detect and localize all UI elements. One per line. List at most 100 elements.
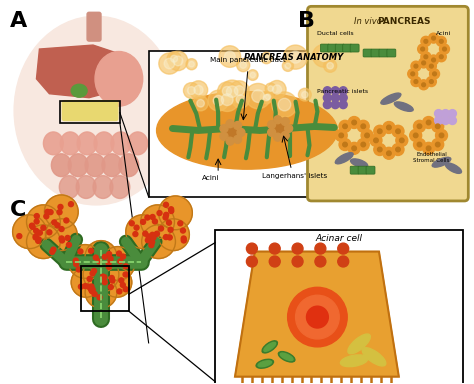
- Circle shape: [133, 232, 138, 237]
- Ellipse shape: [94, 132, 114, 155]
- Circle shape: [377, 129, 382, 134]
- Circle shape: [164, 212, 169, 217]
- Circle shape: [71, 267, 101, 297]
- Circle shape: [44, 214, 49, 219]
- Circle shape: [110, 278, 115, 283]
- Circle shape: [109, 275, 114, 280]
- Circle shape: [432, 120, 444, 132]
- Circle shape: [142, 225, 175, 258]
- Circle shape: [260, 91, 273, 104]
- Circle shape: [432, 36, 436, 40]
- Circle shape: [34, 219, 39, 224]
- Circle shape: [89, 248, 93, 253]
- Circle shape: [194, 85, 203, 94]
- Circle shape: [149, 243, 154, 248]
- Circle shape: [229, 81, 249, 101]
- Circle shape: [315, 256, 326, 267]
- Circle shape: [145, 215, 150, 220]
- Text: Pancreatic islets: Pancreatic islets: [318, 89, 369, 94]
- Circle shape: [436, 142, 440, 147]
- Circle shape: [106, 261, 111, 265]
- Ellipse shape: [68, 154, 88, 177]
- Circle shape: [41, 225, 46, 230]
- Circle shape: [159, 196, 192, 230]
- Ellipse shape: [278, 352, 295, 362]
- Circle shape: [164, 235, 168, 240]
- Text: C: C: [9, 200, 26, 220]
- Circle shape: [83, 283, 88, 288]
- Ellipse shape: [71, 84, 87, 97]
- Circle shape: [436, 124, 440, 129]
- FancyBboxPatch shape: [328, 44, 337, 52]
- Circle shape: [387, 151, 391, 156]
- Circle shape: [285, 124, 292, 132]
- Circle shape: [237, 58, 250, 72]
- Ellipse shape: [102, 154, 122, 177]
- Circle shape: [261, 52, 272, 64]
- FancyBboxPatch shape: [371, 49, 380, 57]
- Circle shape: [361, 129, 373, 141]
- Circle shape: [278, 98, 291, 111]
- Circle shape: [414, 80, 418, 83]
- Circle shape: [429, 69, 439, 79]
- Circle shape: [439, 133, 444, 138]
- Circle shape: [90, 289, 94, 294]
- Text: Main pancreatic duct: Main pancreatic duct: [210, 57, 286, 63]
- Circle shape: [290, 51, 301, 63]
- FancyBboxPatch shape: [308, 7, 468, 201]
- Circle shape: [343, 142, 347, 147]
- Circle shape: [45, 195, 78, 229]
- Circle shape: [315, 243, 326, 254]
- Circle shape: [146, 234, 151, 239]
- Circle shape: [90, 287, 95, 292]
- Circle shape: [272, 92, 297, 117]
- FancyBboxPatch shape: [358, 166, 367, 174]
- Circle shape: [226, 137, 234, 145]
- Circle shape: [97, 259, 101, 264]
- Circle shape: [89, 287, 93, 292]
- FancyBboxPatch shape: [87, 12, 101, 41]
- Circle shape: [357, 139, 369, 151]
- Ellipse shape: [340, 355, 368, 367]
- Circle shape: [190, 81, 208, 99]
- Circle shape: [143, 231, 148, 236]
- Circle shape: [187, 87, 195, 94]
- Circle shape: [234, 136, 242, 143]
- Circle shape: [181, 238, 186, 243]
- Circle shape: [36, 237, 41, 242]
- Circle shape: [331, 87, 339, 95]
- Circle shape: [168, 227, 173, 232]
- Circle shape: [34, 214, 39, 218]
- Circle shape: [268, 128, 275, 136]
- Circle shape: [123, 264, 128, 269]
- Circle shape: [92, 291, 97, 296]
- Ellipse shape: [44, 132, 63, 155]
- Circle shape: [339, 120, 351, 132]
- Circle shape: [421, 47, 425, 51]
- Circle shape: [323, 101, 331, 109]
- FancyBboxPatch shape: [387, 49, 396, 57]
- Circle shape: [423, 142, 435, 154]
- Circle shape: [436, 129, 447, 141]
- Circle shape: [55, 223, 60, 228]
- Circle shape: [150, 240, 155, 245]
- Circle shape: [268, 80, 286, 99]
- Circle shape: [252, 90, 264, 103]
- Circle shape: [439, 40, 443, 43]
- Circle shape: [181, 236, 186, 241]
- Circle shape: [285, 63, 291, 69]
- Circle shape: [374, 144, 386, 156]
- Circle shape: [441, 117, 449, 124]
- Circle shape: [414, 64, 418, 68]
- Circle shape: [268, 86, 273, 91]
- Circle shape: [17, 233, 22, 238]
- Circle shape: [435, 109, 443, 118]
- Circle shape: [159, 226, 164, 231]
- Circle shape: [101, 247, 135, 280]
- Circle shape: [240, 62, 246, 68]
- Circle shape: [48, 210, 53, 215]
- Ellipse shape: [76, 175, 96, 199]
- Circle shape: [318, 50, 329, 61]
- Text: Acini: Acini: [436, 31, 451, 36]
- Circle shape: [264, 94, 270, 101]
